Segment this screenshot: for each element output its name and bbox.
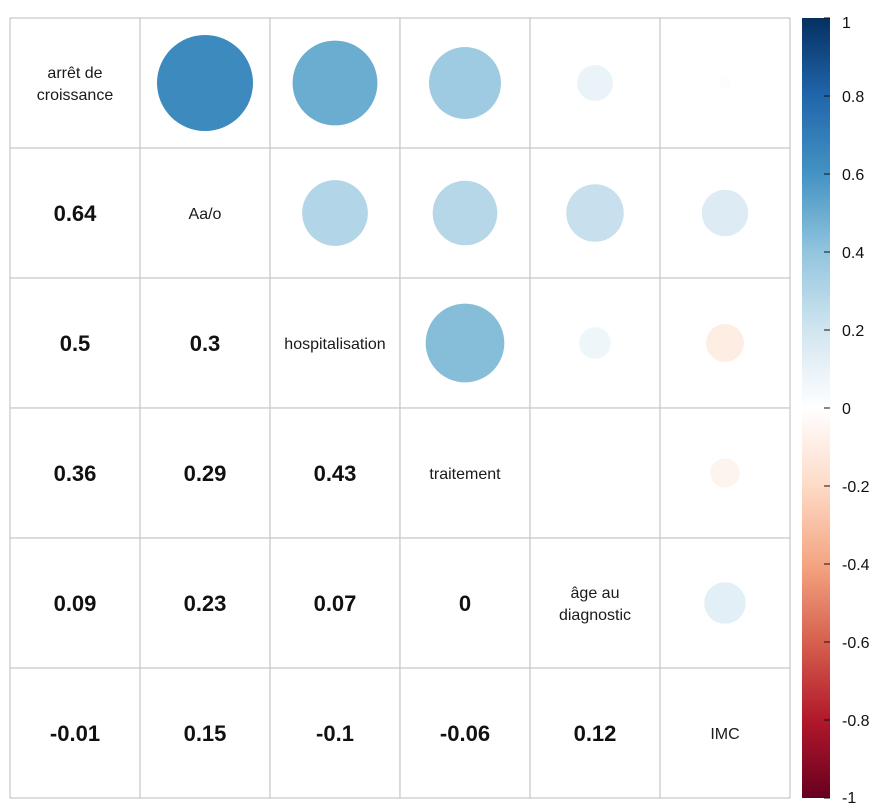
matrix-cell bbox=[269, 277, 401, 409]
correlation-value: 0.5 bbox=[60, 331, 91, 356]
correlation-circle bbox=[579, 327, 611, 359]
matrix-cell bbox=[9, 17, 141, 149]
variable-label: hospitalisation bbox=[284, 336, 385, 353]
matrix-cells bbox=[9, 17, 791, 799]
correlation-circle bbox=[577, 65, 613, 101]
variable-label: traitement bbox=[429, 466, 501, 483]
matrix-cell bbox=[9, 667, 141, 799]
colorbar-tick-label: -0.2 bbox=[842, 479, 870, 496]
correlation-circle bbox=[706, 324, 744, 362]
matrix-cell bbox=[139, 667, 271, 799]
upper-circles bbox=[157, 35, 749, 624]
colorbar-tick-label: -0.8 bbox=[842, 713, 870, 730]
matrix-cell bbox=[269, 407, 401, 539]
variable-label: arrêt de bbox=[47, 65, 102, 82]
colorbar-tick-label: 0 bbox=[842, 401, 851, 418]
colorbar-tick-label: 0.2 bbox=[842, 323, 864, 340]
colorbar-tick-label: 0.4 bbox=[842, 245, 864, 262]
correlation-value: 0.3 bbox=[190, 331, 221, 356]
variable-label: IMC bbox=[710, 726, 739, 743]
matrix-cell bbox=[139, 407, 271, 539]
correlation-circle bbox=[302, 180, 368, 246]
colorbar: 1 0.8 0.6 0.4 0.2 0 -0.2 -0.4 -0.6 -0.8 -1 bbox=[802, 15, 870, 805]
correlation-circle bbox=[292, 40, 378, 126]
correlation-value: 0.15 bbox=[184, 721, 227, 746]
correlation-value: 0.64 bbox=[54, 201, 98, 226]
matrix-cell bbox=[399, 407, 531, 539]
variable-label: Aa/o bbox=[189, 206, 222, 223]
correlation-value: -0.1 bbox=[316, 721, 354, 746]
lower-values: 0.64 0.5 0.3 0.36 0.29 0.43 0.09 0.23 0.07 0 -0.01… bbox=[50, 201, 616, 746]
variable-label: diagnostic bbox=[559, 607, 631, 624]
correlation-value: -0.06 bbox=[440, 721, 490, 746]
correlation-circle bbox=[704, 582, 746, 624]
correlation-circle bbox=[719, 77, 731, 89]
matrix-cell bbox=[659, 407, 791, 539]
correlation-value: 0.07 bbox=[314, 591, 357, 616]
correlation-value: 0.43 bbox=[314, 461, 357, 486]
diagonal-labels: arrêt de croissance Aa/o hospitalisation tra… bbox=[37, 65, 740, 743]
matrix-cell bbox=[659, 667, 791, 799]
variable-label: croissance bbox=[37, 87, 114, 104]
correlation-circle bbox=[157, 35, 253, 131]
correlation-value: 0.09 bbox=[54, 591, 97, 616]
variable-label: âge au bbox=[571, 585, 620, 602]
colorbar-tick-label: 1 bbox=[842, 15, 851, 32]
matrix-cell bbox=[399, 667, 531, 799]
correlation-value: 0.36 bbox=[54, 461, 97, 486]
correlation-circle bbox=[429, 47, 501, 119]
correlation-circle bbox=[432, 180, 498, 246]
matrix-cell bbox=[529, 537, 661, 669]
matrix-cell bbox=[269, 537, 401, 669]
colorbar-tick-label: -0.4 bbox=[842, 557, 870, 574]
correlation-value: -0.01 bbox=[50, 721, 100, 746]
matrix-cell bbox=[529, 407, 661, 539]
correlation-circle bbox=[425, 303, 505, 383]
matrix-cell bbox=[9, 147, 141, 279]
colorbar-tick-label: -1 bbox=[842, 790, 856, 805]
colorbar-tick-label: 0.8 bbox=[842, 89, 864, 106]
matrix-cell bbox=[9, 277, 141, 409]
matrix-cell bbox=[9, 407, 141, 539]
correlation-value: 0 bbox=[459, 591, 471, 616]
matrix-cell bbox=[139, 277, 271, 409]
correlation-value: 0.23 bbox=[184, 591, 227, 616]
colorbar-tick-label: -0.6 bbox=[842, 635, 870, 652]
matrix-cell bbox=[9, 537, 141, 669]
correlation-circle bbox=[566, 184, 624, 242]
correlation-value: 0.29 bbox=[184, 461, 227, 486]
correlation-circle bbox=[701, 189, 749, 237]
correlation-circle bbox=[710, 458, 740, 488]
colorbar-tick-label: 0.6 bbox=[842, 167, 864, 184]
correlation-value: 0.12 bbox=[574, 721, 617, 746]
